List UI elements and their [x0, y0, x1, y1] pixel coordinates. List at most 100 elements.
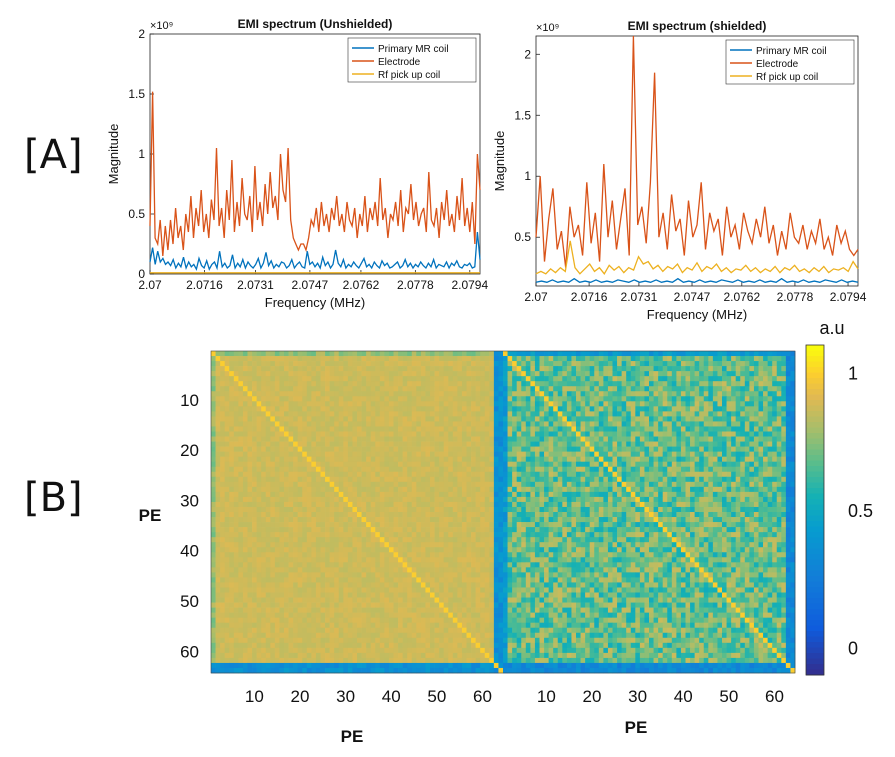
heatmap-cell [247, 652, 253, 659]
heatmap-cell [279, 657, 285, 664]
heatmap-cell [357, 567, 362, 573]
heatmap-cell [471, 456, 476, 463]
heatmap-cell [224, 592, 230, 598]
heatmap-cell [553, 356, 559, 362]
heatmap-cell [270, 356, 276, 362]
heatmap-cell [594, 381, 600, 387]
heatmap-cell [566, 376, 572, 382]
heatmap-cell [516, 351, 522, 357]
heatmap-cell [242, 481, 248, 488]
heatmap-cell [525, 381, 531, 387]
heatmap-cell [425, 421, 431, 427]
heatmap-cell [238, 617, 244, 624]
heatmap-cell [229, 356, 235, 362]
heatmap-cell [411, 612, 417, 619]
heatmap-cell [302, 471, 308, 478]
heatmap-cell [343, 607, 349, 613]
heatmap-cell [370, 451, 376, 458]
heatmap-cell [594, 366, 600, 372]
heatmap-cell [461, 607, 467, 613]
heatmap-cell [379, 547, 385, 553]
heatmap-cell [238, 501, 244, 508]
heatmap-cell [233, 391, 239, 397]
heatmap-cell [407, 421, 413, 427]
heatmap-cell [347, 416, 353, 422]
heatmap-cell [338, 537, 344, 543]
heatmap-cell [352, 557, 358, 563]
heatmap-cell [334, 401, 340, 407]
heatmap-cell [484, 506, 490, 513]
heatmap-cell [384, 446, 390, 452]
heatmap-cell [352, 431, 358, 437]
heatmap-cell [229, 416, 235, 422]
heatmap-cell [384, 441, 390, 447]
heatmap-cell [430, 416, 435, 422]
heatmap-cell [553, 401, 559, 407]
heatmap-cell [452, 537, 458, 543]
heatmap-cell [274, 491, 280, 498]
heatmap-cell [284, 662, 289, 669]
heatmap-cell [252, 361, 257, 367]
heatmap-cell [265, 461, 271, 468]
heatmap-cell [443, 597, 449, 603]
heatmap-cell [366, 491, 372, 498]
heatmap-cell [461, 386, 467, 392]
heatmap-cell [630, 376, 636, 382]
heatmap-cell [284, 371, 289, 377]
heatmap-cell [411, 406, 417, 412]
heatmap-cell [420, 557, 426, 563]
heatmap-cell [480, 506, 486, 513]
heatmap-cell [498, 612, 504, 619]
heatmap-cell [617, 371, 622, 377]
heatmap-cell [366, 517, 372, 523]
heatmap-cell [530, 381, 536, 387]
heatmap-cell [461, 587, 467, 593]
heatmap-cell [457, 471, 463, 478]
heatmap-cell [220, 491, 226, 498]
heatmap-cell [393, 476, 399, 483]
heatmap-cell [366, 436, 372, 442]
heatmap-cell [265, 547, 271, 553]
heatmap-cell [297, 517, 303, 523]
heatmap-cell [265, 577, 271, 583]
heatmap-cell [407, 426, 413, 432]
heatmap-cell [352, 506, 358, 513]
heatmap-cell [233, 366, 239, 372]
heatmap-cell [256, 617, 262, 624]
heatmap-cell [571, 386, 577, 392]
heatmap-cell [461, 466, 467, 473]
heatmap-cell [471, 496, 476, 503]
heatmap-cell [466, 572, 472, 578]
heatmap-cell [343, 662, 349, 669]
heatmap-cell [420, 351, 426, 357]
heatmap-cell [361, 557, 367, 563]
heatmap-cell [366, 612, 372, 619]
heatmap-cell [402, 597, 408, 603]
heatmap-cell [352, 617, 358, 624]
heatmap-cell [357, 527, 362, 533]
heatmap-cell [370, 376, 376, 382]
heatmap-cell [315, 506, 321, 513]
heatmap-cell [224, 486, 230, 493]
heatmap-cell [211, 371, 216, 377]
heatmap-cell [498, 491, 504, 498]
heatmap-cell [247, 532, 253, 538]
heatmap-cell [407, 667, 413, 674]
heatmap-cell [398, 617, 403, 624]
heatmap-cell [261, 496, 267, 503]
heatmap-cell [530, 401, 536, 407]
heatmap-cell [407, 547, 413, 553]
heatmap-cell [347, 597, 353, 603]
heatmap-cell [548, 366, 554, 372]
heatmap-cell [242, 491, 248, 498]
heatmap-cell [475, 512, 481, 518]
heatmap-cell [471, 466, 476, 473]
heatmap-cell [498, 471, 504, 478]
heatmap-cell [247, 451, 253, 458]
heatmap-cell [411, 617, 417, 624]
heatmap-cell [448, 361, 454, 367]
heatmap-cell [434, 391, 440, 397]
heatmap-cell [284, 567, 289, 573]
heatmap-cell [548, 376, 554, 382]
heatmap-cell [489, 456, 495, 463]
